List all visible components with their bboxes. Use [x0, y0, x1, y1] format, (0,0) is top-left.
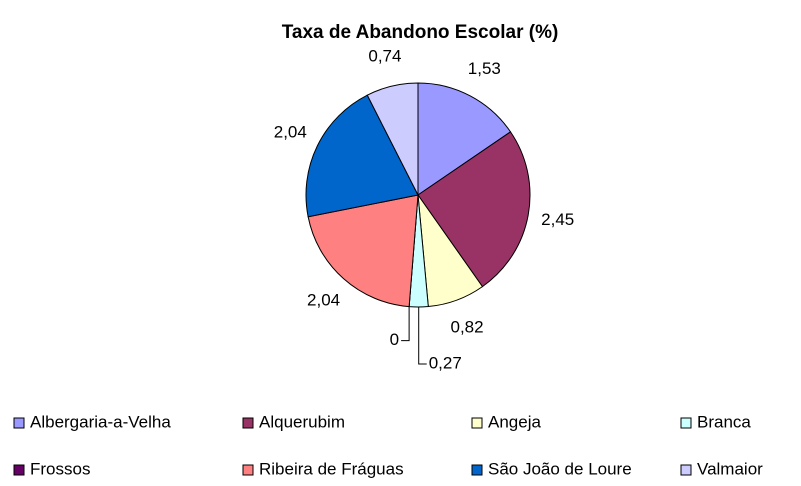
data-label: 0: [390, 330, 399, 349]
pie-slice: [417, 82, 512, 196]
legend-swatch: [471, 417, 483, 429]
chart-title: Taxa de Abandono Escolar (%): [282, 22, 559, 43]
data-label: 2,04: [307, 291, 340, 310]
data-label: 0,74: [368, 46, 401, 65]
legend-label: Valmaior: [697, 459, 763, 478]
legend-label: Branca: [697, 412, 751, 431]
data-label: 0,27: [429, 353, 462, 372]
legend-label: Alquerubim: [259, 412, 345, 431]
legend-label: São João de Loure: [488, 459, 632, 478]
legend-swatch: [242, 464, 254, 476]
pie-slice: [305, 94, 419, 218]
legend-swatch: [13, 417, 25, 429]
legend-label: Angeja: [488, 412, 541, 431]
leader-line: [401, 306, 410, 342]
legend-swatch: [680, 417, 692, 429]
legend-swatch: [471, 464, 483, 476]
data-label: 1,53: [468, 59, 501, 78]
legend-label: Albergaria-a-Velha: [30, 412, 171, 431]
leader-line: [418, 306, 427, 365]
legend-swatch: [242, 417, 254, 429]
legend-label: Frossos: [30, 459, 90, 478]
data-label: 2,04: [274, 122, 307, 141]
pie-slice: [417, 131, 531, 288]
pie-slice: [366, 82, 419, 196]
data-label: 0,82: [450, 318, 483, 337]
legend-label: Ribeira de Fráguas: [259, 459, 404, 478]
legend-swatch: [13, 464, 25, 476]
legend-swatch: [680, 464, 692, 476]
data-label: 2,45: [541, 210, 574, 229]
pie-slice: [307, 194, 419, 308]
